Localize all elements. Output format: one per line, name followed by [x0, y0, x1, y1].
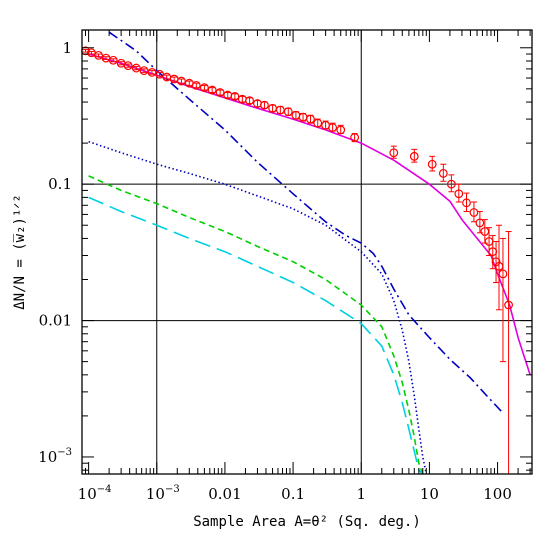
x-tick-label: 10−3: [146, 484, 180, 503]
data-point: [215, 88, 225, 97]
y-tick-label: 1: [62, 39, 72, 57]
data-point: [253, 99, 262, 108]
data-point: [108, 55, 118, 65]
data-marker: [462, 198, 471, 208]
data-point: [283, 107, 293, 117]
data-point: [491, 240, 501, 284]
y-tick-label: 0.1: [48, 175, 72, 193]
data-marker: [275, 105, 285, 115]
data-point: [268, 103, 277, 113]
x-axis-label: Sample Area A=θ² (Sq. deg.): [193, 514, 421, 530]
data-marker: [230, 92, 240, 101]
data-marker: [313, 118, 323, 128]
data-point: [350, 133, 360, 143]
data-marker: [283, 107, 293, 117]
data-point: [389, 145, 399, 159]
data-marker: [94, 50, 103, 60]
data-marker: [336, 125, 346, 135]
axis-ticks: [81, 30, 532, 474]
data-marker: [108, 55, 118, 65]
data-point: [446, 174, 456, 193]
series-lines: [88, 31, 531, 475]
data-point: [245, 96, 254, 105]
data-marker: [123, 61, 133, 71]
x-tick-label: 10−4: [78, 484, 112, 503]
data-marker: [475, 218, 485, 228]
series-line-solid: [88, 53, 531, 376]
data-point: [162, 72, 172, 82]
data-point: [336, 124, 346, 135]
series-line-dashed: [88, 175, 424, 475]
plot-frame: [81, 29, 533, 475]
data-point: [409, 148, 419, 163]
data-point: [475, 211, 485, 234]
x-tick-label: 0.1: [281, 485, 305, 503]
data-point: [328, 122, 338, 132]
data-point: [139, 66, 149, 76]
data-marker: [409, 151, 419, 161]
data-points: [81, 46, 513, 475]
data-point: [504, 230, 513, 475]
data-point: [291, 110, 301, 120]
data-point: [123, 61, 133, 71]
data-point: [200, 83, 209, 93]
data-marker: [427, 159, 437, 169]
data-point: [462, 192, 471, 213]
x-tick-label: 0.01: [208, 485, 241, 503]
data-point: [260, 100, 269, 110]
data-marker: [207, 85, 217, 95]
data-marker: [491, 257, 501, 267]
data-point: [191, 80, 201, 90]
data-point: [313, 118, 323, 128]
data-marker: [191, 80, 201, 90]
y-tick-label: 0.01: [39, 312, 72, 330]
data-marker: [446, 179, 456, 189]
data-point: [454, 183, 464, 203]
series-line-dashdot: [108, 31, 504, 414]
data-point: [306, 114, 315, 124]
data-point: [223, 90, 233, 100]
data-point: [298, 112, 308, 122]
data-point: [275, 105, 285, 115]
data-point: [237, 94, 247, 104]
data-point: [177, 76, 186, 86]
data-marker: [215, 88, 225, 97]
data-marker: [260, 100, 269, 110]
data-point: [438, 163, 448, 182]
x-tick-label: 100: [483, 485, 512, 503]
data-point: [207, 85, 217, 95]
data-point: [230, 92, 240, 101]
data-marker: [245, 96, 254, 105]
y-axis-label: ΔN/N = (w̅₂)¹ᐟ²: [12, 194, 28, 310]
data-marker: [454, 189, 464, 199]
data-point: [480, 219, 490, 244]
x-tick-label: 10: [420, 485, 439, 503]
data-marker: [498, 269, 508, 279]
data-point: [469, 201, 479, 223]
data-point: [94, 50, 103, 60]
data-marker: [350, 133, 360, 142]
data-marker: [469, 208, 479, 217]
data-marker: [131, 63, 141, 73]
series-line-longdash: [88, 196, 424, 475]
data-point: [427, 155, 437, 172]
tick-labels: 10−4 10−3 0.01 0.1 1 10 100 1 0.1 0.01 10−3: [38, 39, 512, 503]
series-line-dotted: [88, 140, 428, 475]
data-point: [131, 63, 141, 73]
data-marker: [177, 76, 186, 86]
data-marker: [504, 300, 513, 310]
y-tick-label: 10−3: [38, 447, 72, 466]
data-point: [498, 237, 508, 363]
x-tick-label: 1: [356, 485, 366, 503]
grid-lines: [82, 30, 532, 474]
data-marker: [488, 247, 498, 257]
data-marker: [139, 66, 149, 76]
data-marker: [200, 83, 209, 93]
data-marker: [389, 148, 399, 158]
data-marker: [438, 168, 448, 178]
data-marker: [328, 123, 338, 132]
data-marker: [306, 114, 315, 124]
